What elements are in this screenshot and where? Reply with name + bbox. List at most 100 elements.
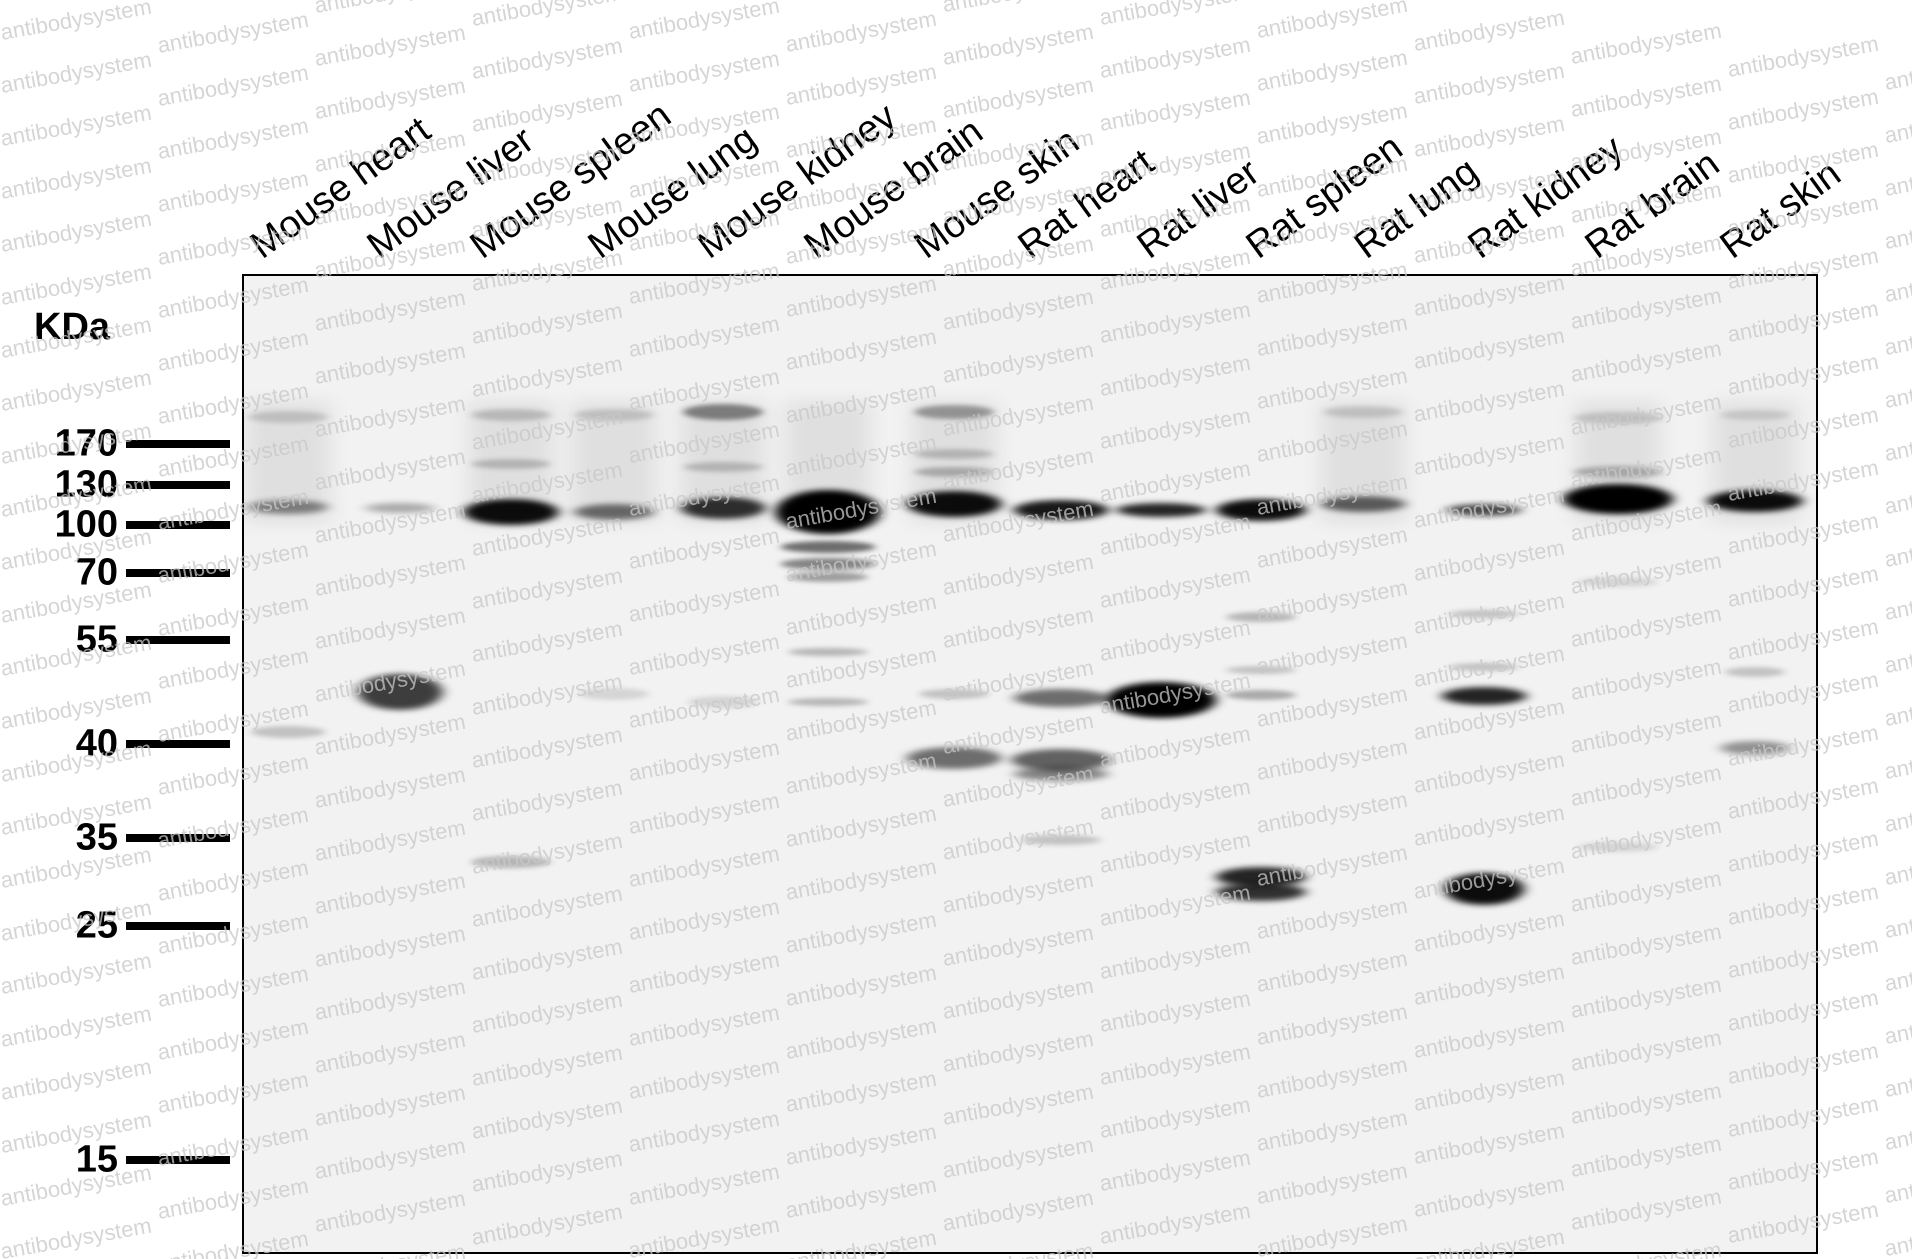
western-blot-membrane [242,274,1818,1254]
lane-smear [572,402,656,522]
marker-130-kda: 130 [0,460,232,510]
protein-band [1563,484,1673,514]
protein-band [1226,612,1296,622]
watermark-text: antibodysystem [941,0,1096,17]
watermark-text: antibodysystem [1569,18,1724,69]
protein-band [1441,687,1527,705]
protein-band [1320,496,1406,512]
marker-tick [126,521,230,529]
watermark-text: antibodysystem [941,19,1096,70]
watermark-text: antibodysystem [1883,203,1912,254]
watermark-text: antibodysystem [156,0,311,5]
watermark-text: antibodysystem [1883,309,1912,360]
protein-band [1573,412,1663,424]
protein-band [1446,504,1522,516]
marker-25-kda: 25 [0,901,232,951]
watermark-text: antibodysystem [0,1001,153,1052]
watermark-text: antibodysystem [0,259,153,310]
protein-band [914,449,994,459]
protein-band [788,572,868,582]
protein-band [365,503,435,513]
protein-band [248,411,328,423]
marker-40-kda: 40 [0,719,232,769]
watermark-text: antibodysystem [1883,362,1912,413]
watermark-text: antibodysystem [470,0,625,31]
protein-band [1013,689,1109,707]
protein-band [1226,690,1296,700]
protein-band [579,688,649,700]
protein-band [357,674,443,710]
marker-100-kda: 100 [0,500,232,550]
lane-label: Rat skin [1712,152,1849,268]
watermark-text: antibodysystem [313,20,468,71]
watermark-text: antibodysystem [1883,680,1912,731]
watermark-text: antibodysystem [1883,521,1912,572]
marker-label: 25 [75,904,118,947]
protein-band [1578,577,1658,587]
protein-band [688,696,758,708]
protein-band [914,467,994,477]
protein-band [1216,883,1306,901]
protein-band [1449,610,1519,618]
protein-band [906,747,1002,769]
watermark-text: antibodysystem [784,59,939,110]
protein-band [1013,767,1109,781]
marker-tick [126,834,230,842]
protein-band [1011,749,1111,771]
marker-70-kda: 70 [0,548,232,598]
protein-band [1573,466,1663,478]
watermark-text: antibodysystem [1883,574,1912,625]
watermark-text: antibodysystem [1883,1210,1912,1259]
protein-band [919,689,989,699]
watermark-text: antibodysystem [627,0,782,44]
watermark-text: antibodysystem [0,100,153,151]
marker-tick [126,740,230,748]
marker-label: 55 [75,618,118,661]
marker-label: 40 [75,722,118,765]
watermark-text: antibodysystem [470,33,625,84]
marker-35-kda: 35 [0,813,232,863]
marker-label: 15 [75,1138,118,1181]
protein-band [683,462,763,472]
watermark-text: antibodysystem [1098,85,1253,136]
watermark-text: antibodysystem [1883,627,1912,678]
protein-band [1323,406,1403,418]
watermark-text: antibodysystem [1726,84,1881,135]
watermark-text: antibodysystem [1255,0,1410,43]
watermark-text: antibodysystem [1883,733,1912,784]
protein-band [788,698,868,706]
protein-band [780,541,876,553]
watermark-text: antibodysystem [156,7,311,58]
molecular-weight-unit-label: KDa [34,306,111,348]
protein-band [574,504,654,520]
protein-band [1216,867,1306,887]
watermark-text: antibodysystem [1726,31,1881,82]
watermark-text: antibodysystem [470,86,625,137]
watermark-text: antibodysystem [1883,256,1912,307]
protein-band [1578,842,1658,852]
protein-band [1106,682,1216,718]
watermark-text: antibodysystem [313,73,468,124]
protein-bands [248,404,1803,905]
watermark-text: antibodysystem [0,0,153,45]
protein-band [1116,503,1206,517]
marker-tick [126,1156,230,1164]
watermark-text: antibodysystem [1255,45,1410,96]
marker-label: 170 [54,422,118,465]
marker-15-kda: 15 [0,1135,232,1185]
protein-band [1216,499,1306,521]
marker-tick [126,440,230,448]
marker-label: 35 [75,816,118,859]
watermark-text: antibodysystem [0,153,153,204]
watermark-text: antibodysystem [0,47,153,98]
watermark-text: antibodysystem [1883,1104,1912,1155]
watermark-text: antibodysystem [1883,415,1912,466]
watermark-text: antibodysystem [156,113,311,164]
watermark-text: antibodysystem [1412,58,1567,109]
marker-tick [126,481,230,489]
protein-band [250,726,326,738]
protein-band [1725,667,1785,677]
watermark-text: antibodysystem [1412,5,1567,56]
marker-170-kda: 170 [0,419,232,469]
protein-band [1707,490,1803,512]
